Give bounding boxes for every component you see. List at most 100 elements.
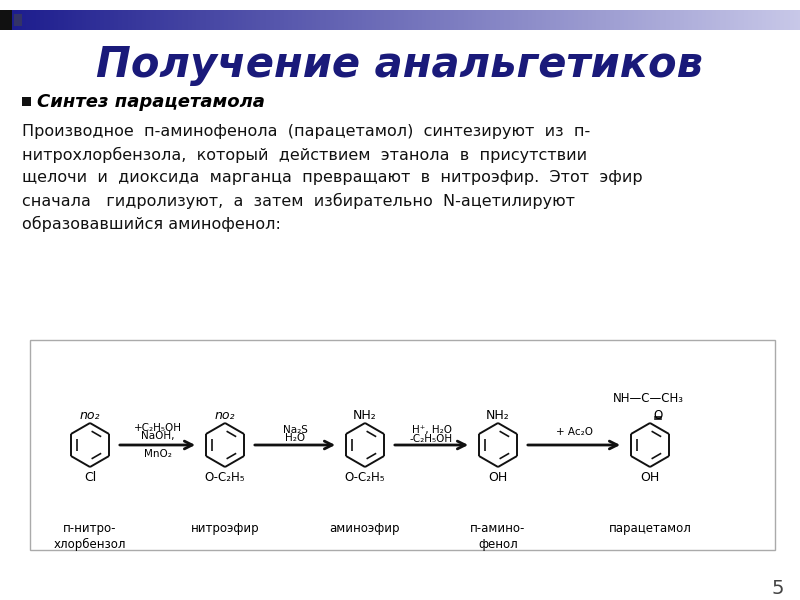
Bar [442,10,444,30]
Bar [464,10,466,30]
Bar [640,10,642,30]
Text: Na₂S: Na₂S [282,425,307,435]
Bar [712,10,714,30]
Bar [222,10,224,30]
Bar [292,10,294,30]
Bar [280,10,282,30]
Bar [548,10,550,30]
Bar [254,10,256,30]
Bar [678,10,680,30]
Bar [532,10,534,30]
Bar [452,10,454,30]
Bar [494,10,496,30]
Text: Синтез парацетамола: Синтез парацетамола [37,93,265,111]
Bar [334,10,336,30]
Bar [786,10,788,30]
Bar [682,10,684,30]
Bar [592,10,594,30]
Text: + Ac₂O: + Ac₂O [555,427,593,437]
Bar [466,10,468,30]
Bar [514,10,516,30]
Bar [326,10,328,30]
Bar [696,10,698,30]
Bar [458,10,460,30]
Bar [298,10,300,30]
Bar [168,10,170,30]
Bar [652,10,654,30]
Bar [634,10,636,30]
Bar [602,10,604,30]
Bar [568,10,570,30]
Bar [596,10,598,30]
Bar [618,10,620,30]
Text: Cl: Cl [84,471,96,484]
Bar [654,10,656,30]
Bar [392,10,394,30]
Bar [232,10,234,30]
Bar [456,10,458,30]
Bar [672,10,674,30]
Bar [224,10,226,30]
Bar [92,10,94,30]
Bar [620,10,622,30]
Bar [36,10,38,30]
Bar [724,10,726,30]
Bar [352,10,354,30]
Bar [50,10,52,30]
Bar [106,10,108,30]
Bar [204,10,206,30]
Bar [364,10,366,30]
Bar [218,10,220,30]
Bar [328,10,330,30]
Bar [512,10,514,30]
Bar [346,10,348,30]
Bar [132,10,134,30]
Bar [268,10,270,30]
Bar [98,10,100,30]
Bar [648,10,650,30]
Bar [542,10,544,30]
Bar [670,10,672,30]
Bar [282,10,284,30]
Bar [366,10,368,30]
Bar [388,10,390,30]
Bar [212,10,214,30]
Bar [496,10,498,30]
Bar [340,10,342,30]
Bar [454,10,456,30]
Bar [668,10,670,30]
Text: щелочи  и  диоксида  марганца  превращают  в  нитроэфир.  Этот  эфир: щелочи и диоксида марганца превращают в … [22,170,642,185]
Bar [252,10,254,30]
Bar [2,10,4,30]
Bar [216,10,218,30]
Bar [382,10,384,30]
Bar [430,10,432,30]
Bar [10,10,12,30]
Bar [412,10,414,30]
Bar [418,10,420,30]
Text: аминоэфир: аминоэфир [330,522,400,535]
Bar [444,10,446,30]
Bar [240,10,242,30]
Bar [428,10,430,30]
Bar [722,10,724,30]
Bar [84,10,86,30]
Bar [114,10,116,30]
Bar [320,10,322,30]
Bar [134,10,136,30]
Bar [238,10,240,30]
Bar [734,10,736,30]
Bar [304,10,306,30]
Text: нитрохлорбензола,  который  действием  этанола  в  присутствии: нитрохлорбензола, который действием этан… [22,147,587,163]
Bar [318,10,320,30]
Bar [26,10,28,30]
Bar [482,10,484,30]
Bar [440,10,442,30]
Bar [176,10,178,30]
Bar [404,10,406,30]
Bar [674,10,676,30]
Bar [256,10,258,30]
Bar [18,10,20,30]
Bar [422,10,424,30]
Bar [58,10,60,30]
